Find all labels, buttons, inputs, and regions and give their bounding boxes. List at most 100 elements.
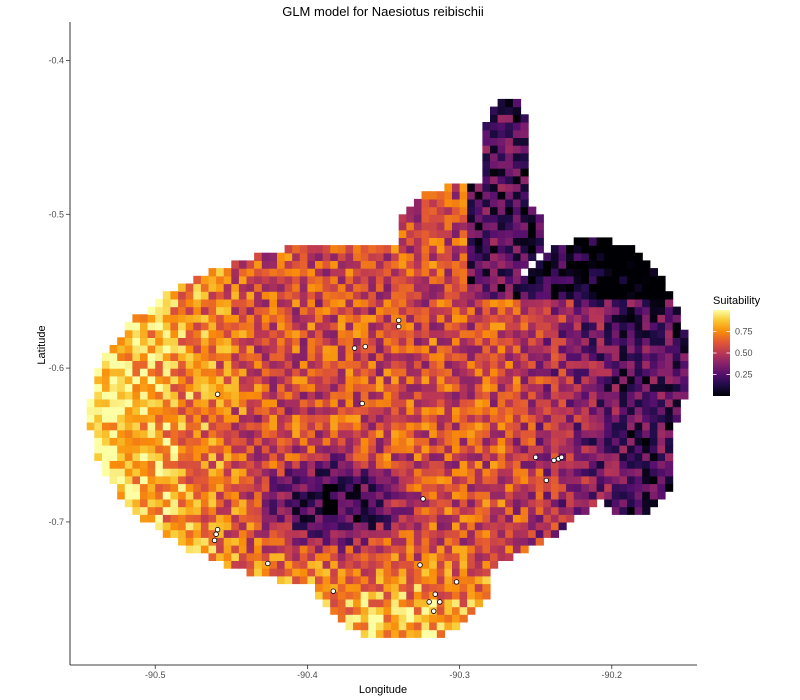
heatmap-cell [535,398,544,408]
heatmap-cell [307,414,316,423]
heatmap-cell [444,468,453,477]
heatmap-cell [261,568,270,577]
heatmap-cell [330,606,339,615]
heatmap-cell [505,98,514,108]
heatmap-cell [573,445,582,454]
heatmap-cell [284,383,293,392]
heatmap-cell [497,498,506,508]
heatmap-cell [216,498,225,508]
heatmap-cell [604,245,613,254]
heatmap-cell [322,529,331,538]
heatmap-cell [208,368,217,377]
heatmap-cell [558,375,567,385]
heatmap-cell [649,491,658,500]
heatmap-cell [581,283,590,292]
heatmap-cell [490,514,499,523]
heatmap-cell [345,498,354,508]
heatmap-cell [315,475,324,485]
heatmap-cell [573,368,582,377]
heatmap-cell [467,475,476,485]
heatmap-cell [558,306,567,315]
heatmap-cell [436,491,445,500]
heatmap-cell [124,337,133,346]
heatmap-cell [269,252,278,261]
heatmap-cell [162,437,171,446]
heatmap-cell [117,445,126,454]
heatmap-cell [337,260,346,269]
heatmap-cell [162,460,171,469]
heatmap-cell [124,406,133,415]
heatmap-cell [558,468,567,477]
heatmap-cell [505,329,514,338]
heatmap-cell [315,283,324,292]
heatmap-cell [604,368,613,377]
heatmap-cell [474,191,483,200]
heatmap-cell [322,583,331,592]
heatmap-cell [649,498,658,508]
heatmap-cell [277,445,286,454]
heatmap-cell [170,521,179,531]
heatmap-cell [330,398,339,408]
heatmap-cell [193,498,202,508]
heatmap-cell [391,621,400,631]
heatmap-cell [132,360,141,369]
heatmap-cell [649,275,658,285]
heatmap-cell [216,291,225,300]
heatmap-cell [558,268,567,277]
heatmap-cell [140,360,149,369]
heatmap-cell [178,368,187,377]
heatmap-cell [657,368,666,377]
heatmap-cell [543,306,552,315]
heatmap-cell [649,329,658,338]
heatmap-cell [444,214,453,223]
heatmap-cell [520,445,529,454]
heatmap-cell [467,575,476,585]
heatmap-cell [505,237,514,246]
heatmap-cell [277,283,286,292]
heatmap-cell [398,306,407,315]
heatmap-cell [619,475,628,485]
heatmap-cell [566,260,575,269]
heatmap-cell [162,414,171,423]
heatmap-cell [474,368,483,377]
heatmap-cell [375,429,385,438]
heatmap-cell [155,306,164,315]
heatmap-cell [490,214,499,223]
heatmap-cell [452,191,461,200]
heatmap-cell [604,498,613,508]
heatmap-cell [444,206,453,215]
heatmap-cell [520,345,529,354]
heatmap-cell [520,514,529,523]
heatmap-cell [406,468,415,477]
heatmap-cell [307,368,316,377]
heatmap-cell [452,275,461,285]
heatmap-cell [216,545,225,554]
heatmap-cell [277,560,286,569]
heatmap-cell [421,483,430,492]
heatmap-cell [520,506,529,515]
heatmap-cell [467,468,476,477]
heatmap-cell [170,468,179,477]
occurrence-point [417,562,423,568]
heatmap-cell [375,452,385,461]
heatmap-cell [132,414,141,423]
heatmap-cell [178,506,187,515]
heatmap-cell [231,291,240,300]
heatmap-cell [429,475,438,485]
heatmap-cell [627,314,636,323]
heatmap-cell [307,575,316,585]
heatmap-cell [467,591,476,600]
heatmap-cell [307,345,316,354]
heatmap-cell [467,206,476,215]
heatmap-cell [208,329,217,338]
heatmap-cell [398,598,407,608]
heatmap-cell [452,391,461,400]
heatmap-cell [353,291,362,300]
heatmap-cell [421,468,430,477]
heatmap-cell [261,514,270,523]
heatmap-cell [436,545,445,554]
heatmap-cell [505,437,514,446]
heatmap-cell [246,337,255,346]
heatmap-cell [284,498,293,508]
heatmap-cell [315,275,324,285]
